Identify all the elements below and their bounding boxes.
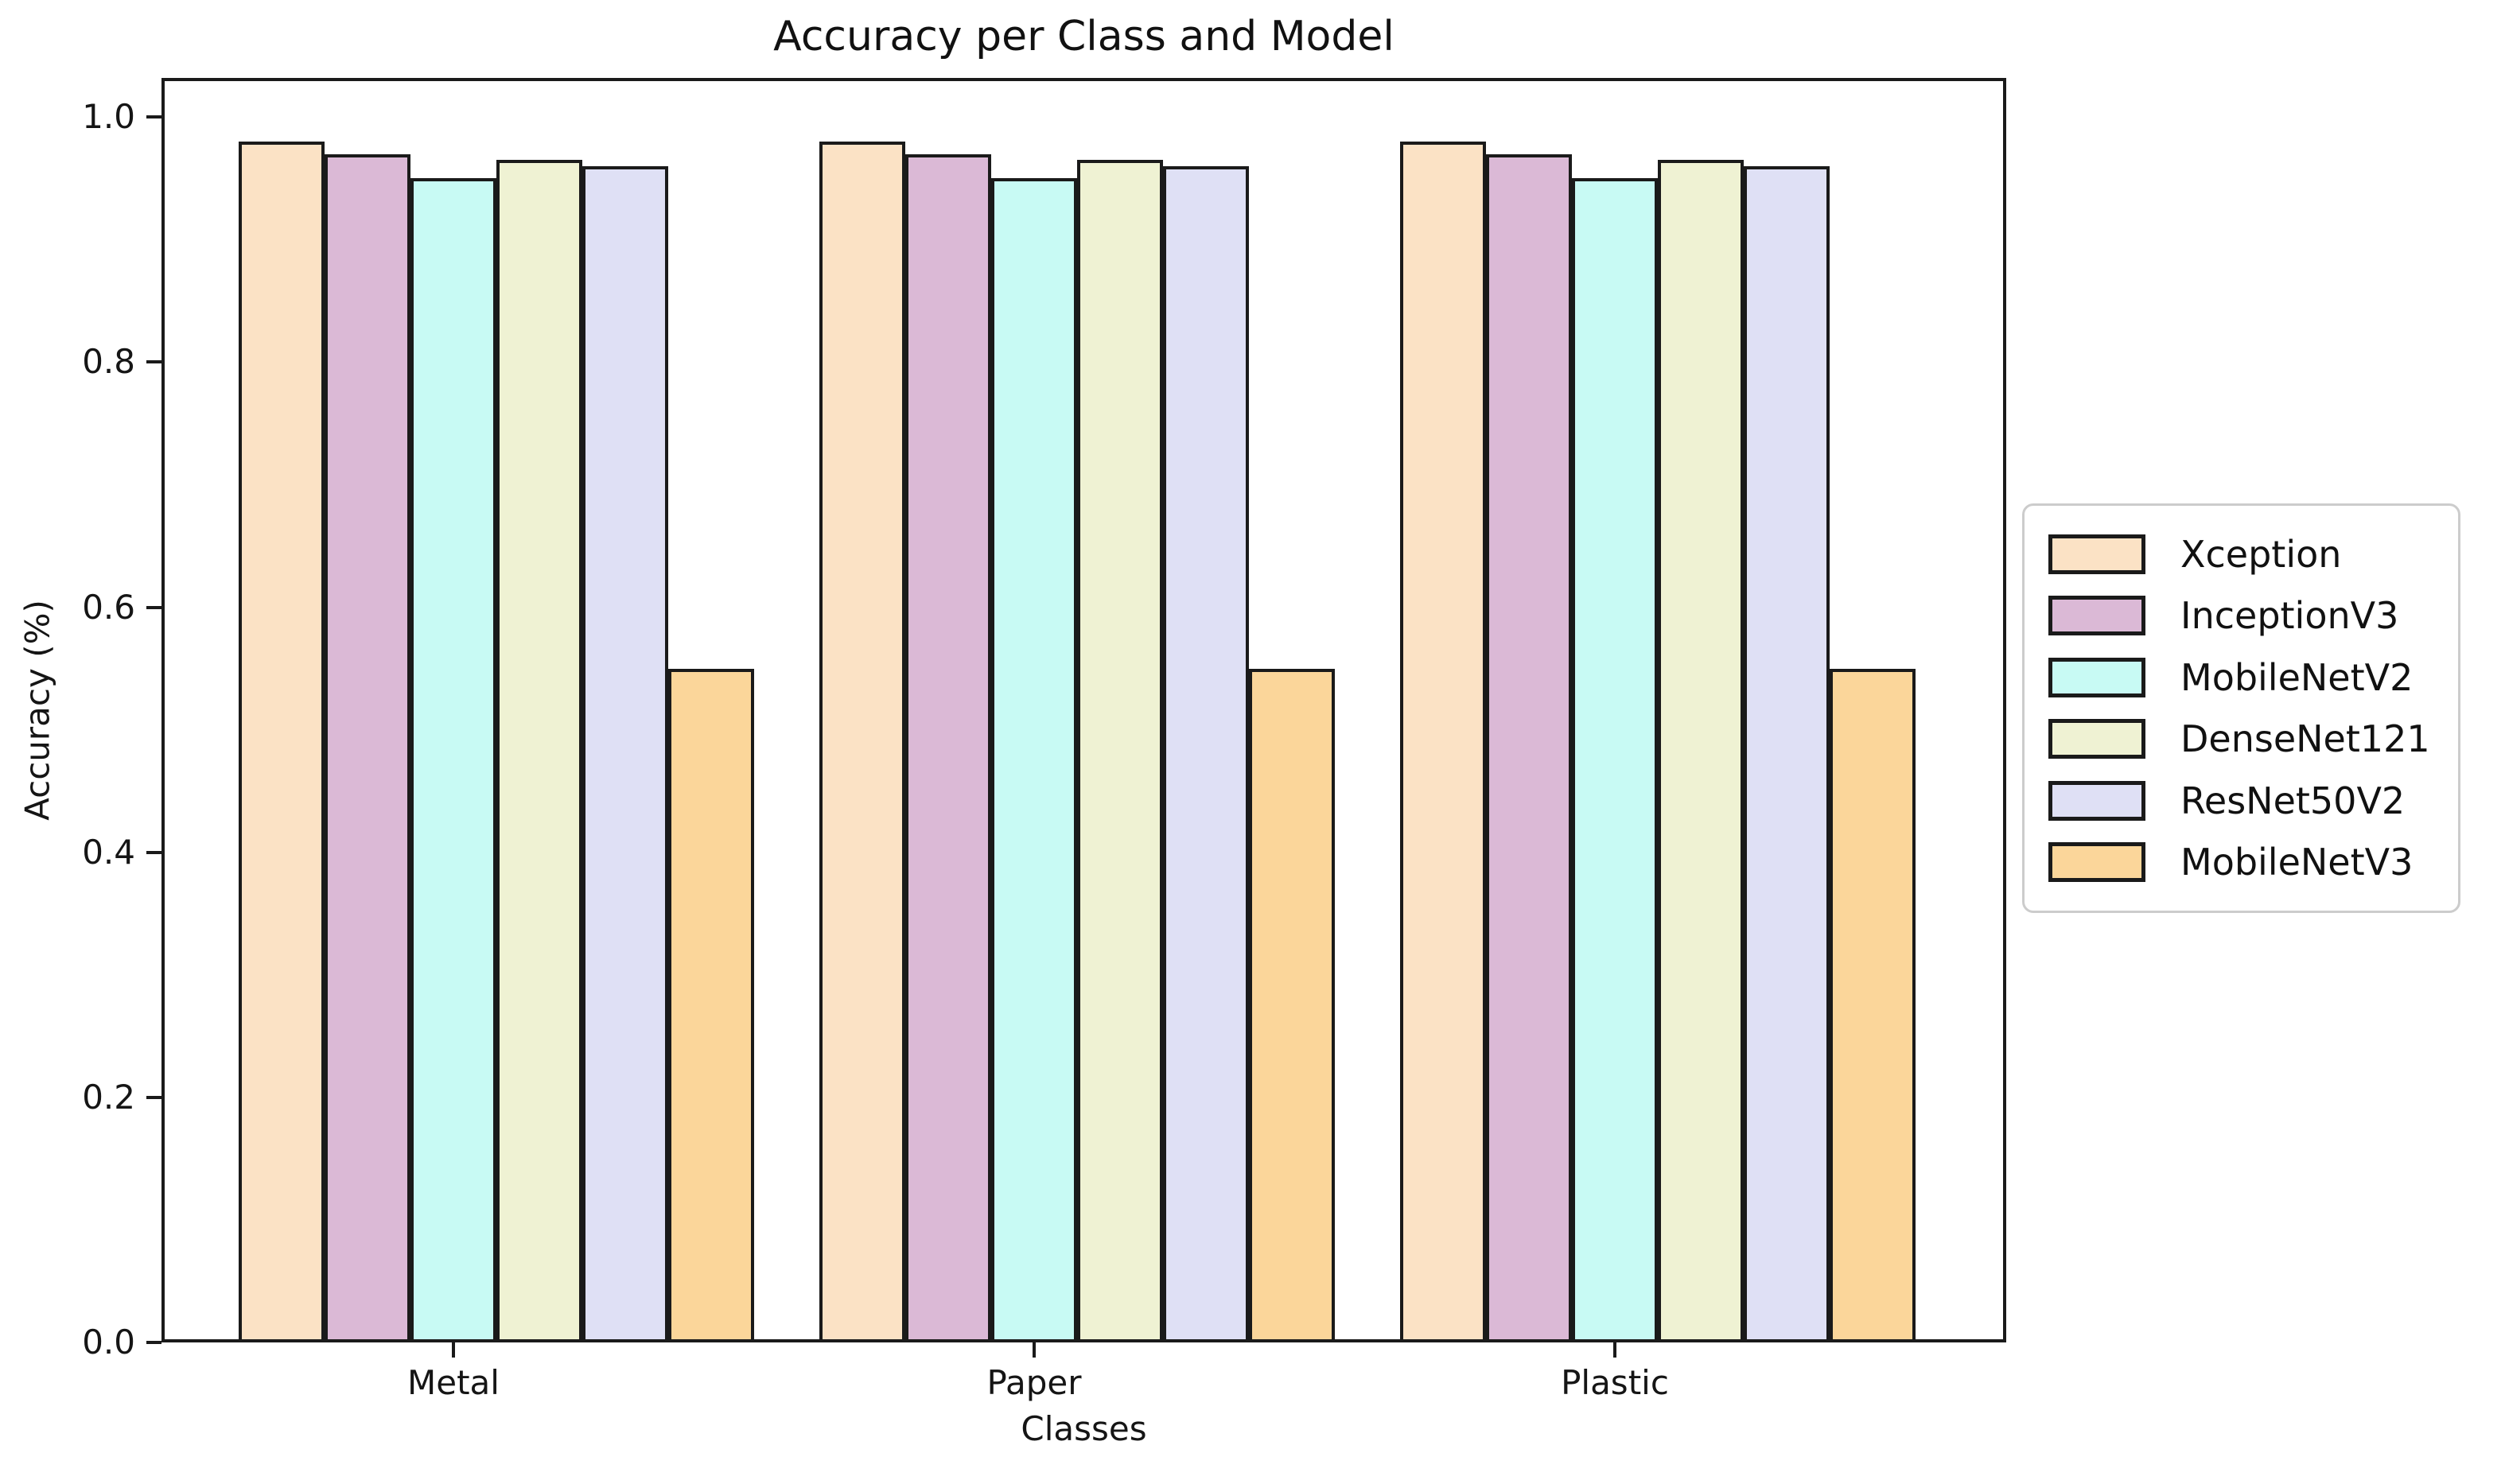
bar-xception-metal: [239, 142, 325, 1342]
bar-mobilenetv3-paper: [1249, 669, 1335, 1342]
legend-item-mobilenetv2: MobileNetV2: [2048, 656, 2458, 699]
y-tick-label-0.4: 0.4: [82, 832, 135, 872]
bar-mobilenetv3-metal: [668, 669, 754, 1342]
bar-xception-paper: [819, 142, 905, 1342]
y-axis-label: Accuracy (%): [18, 600, 57, 821]
bar-inceptionv3-metal: [325, 154, 410, 1342]
y-tick-label-0.0: 0.0: [82, 1323, 135, 1362]
legend-swatch-xception: [2048, 534, 2145, 574]
bar-resnet50v2-plastic: [1744, 166, 1830, 1342]
legend-swatch-inceptionv3: [2048, 596, 2145, 636]
legend-label-densenet121: DenseNet121: [2180, 717, 2430, 761]
x-tick-mark-paper: [1033, 1342, 1036, 1358]
bar-inceptionv3-plastic: [1486, 154, 1572, 1342]
y-tick-mark-1.0: [146, 115, 161, 119]
bar-mobilenetv2-paper: [991, 178, 1077, 1342]
y-tick-mark-0.4: [146, 850, 161, 854]
bar-mobilenetv3-plastic: [1830, 669, 1916, 1342]
legend-item-resnet50v2: ResNet50V2: [2048, 779, 2458, 822]
x-tick-mark-plastic: [1613, 1342, 1616, 1358]
legend-label-mobilenetv3: MobileNetV3: [2180, 841, 2414, 884]
y-tick-mark-0.0: [146, 1341, 161, 1344]
bar-mobilenetv2-plastic: [1572, 178, 1658, 1342]
legend: Xception InceptionV3 MobileNetV2 DenseNet12…: [2022, 503, 2460, 913]
bar-inceptionv3-paper: [905, 154, 991, 1342]
legend-item-mobilenetv3: MobileNetV3: [2048, 841, 2458, 884]
plot-area: [161, 78, 2006, 1342]
y-tick-label-0.2: 0.2: [82, 1077, 135, 1117]
x-tick-label-paper: Paper: [986, 1363, 1082, 1402]
legend-item-inceptionv3: InceptionV3: [2048, 594, 2458, 637]
y-tick-label-0.6: 0.6: [82, 587, 135, 627]
x-tick-label-plastic: Plastic: [1561, 1363, 1669, 1402]
x-tick-label-metal: Metal: [407, 1363, 500, 1402]
bar-densenet121-plastic: [1658, 160, 1744, 1342]
bar-mobilenetv2-metal: [410, 178, 496, 1342]
chart-title: Accuracy per Class and Model: [773, 13, 1394, 60]
x-tick-mark-metal: [452, 1342, 455, 1358]
legend-swatch-mobilenetv2: [2048, 657, 2145, 697]
legend-label-xception: Xception: [2180, 532, 2342, 576]
legend-item-xception: Xception: [2048, 533, 2458, 576]
y-tick-label-1.0: 1.0: [82, 97, 135, 137]
legend-label-mobilenetv2: MobileNetV2: [2180, 655, 2414, 699]
legend-swatch-densenet121: [2048, 719, 2145, 759]
y-tick-mark-0.8: [146, 360, 161, 364]
legend-swatch-mobilenetv3: [2048, 842, 2145, 883]
y-tick-mark-0.6: [146, 605, 161, 609]
legend-label-resnet50v2: ResNet50V2: [2180, 779, 2406, 822]
y-tick-mark-0.2: [146, 1095, 161, 1099]
legend-label-inceptionv3: InceptionV3: [2180, 594, 2399, 638]
legend-swatch-resnet50v2: [2048, 780, 2145, 821]
bar-densenet121-metal: [496, 160, 582, 1342]
y-tick-label-0.8: 0.8: [82, 342, 135, 382]
bar-resnet50v2-metal: [582, 166, 668, 1342]
legend-item-densenet121: DenseNet121: [2048, 717, 2458, 760]
bar-xception-plastic: [1400, 142, 1486, 1342]
x-axis-label: Classes: [1021, 1409, 1147, 1448]
bar-densenet121-paper: [1077, 160, 1163, 1342]
bar-resnet50v2-paper: [1163, 166, 1249, 1342]
